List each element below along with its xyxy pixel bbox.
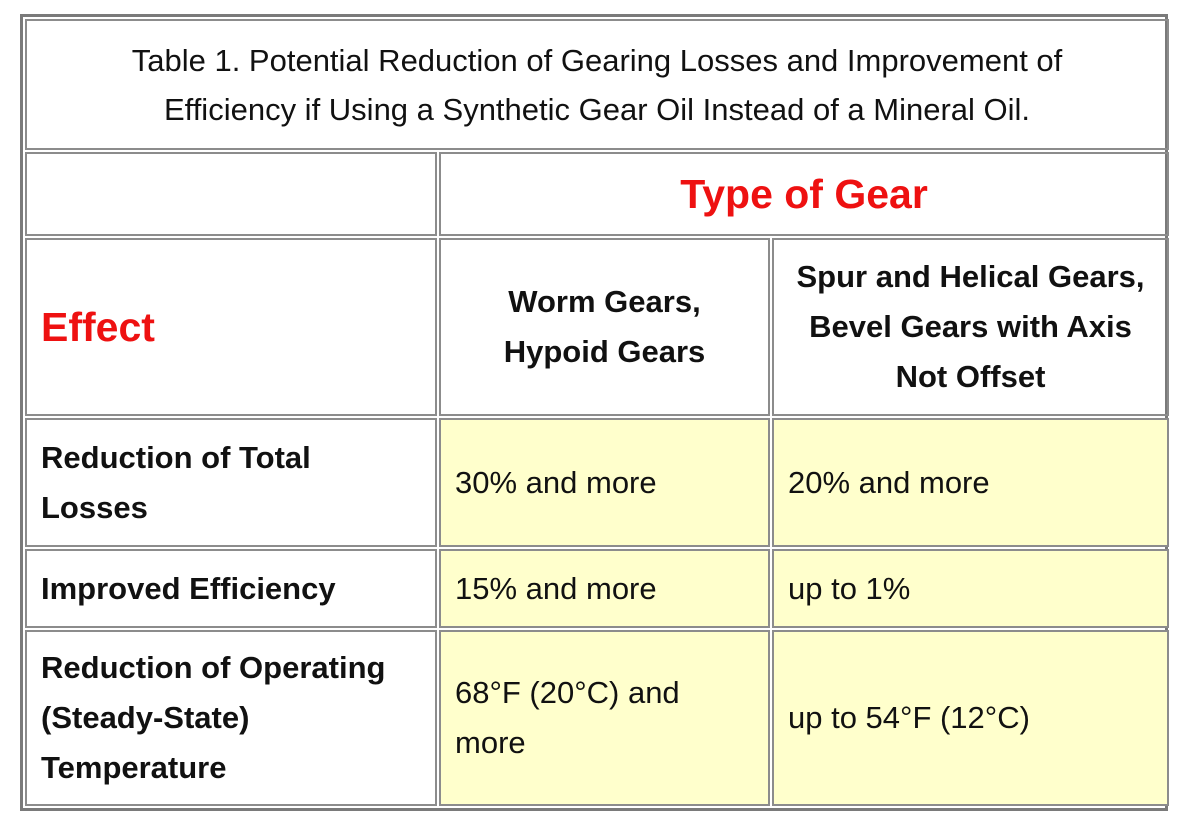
cell-worm-total-losses: 30% and more: [439, 418, 770, 547]
table-frame: Table 1. Potential Reduction of Gearing …: [20, 14, 1171, 811]
cell-spur-efficiency: up to 1%: [772, 549, 1170, 628]
table-row: Improved Efficiency 15% and more up to 1…: [25, 549, 1170, 628]
column-header-row: Effect Worm Gears, Hypoid Gears Spur and…: [25, 238, 1170, 416]
caption-row: Table 1. Potential Reduction of Gearing …: [25, 19, 1170, 150]
group-header-row: Type of Gear: [25, 152, 1170, 236]
effect-header: Effect: [25, 238, 437, 416]
cell-worm-temperature: 68°F (20°C) and more: [439, 630, 770, 806]
cell-worm-efficiency: 15% and more: [439, 549, 770, 628]
table-row: Reduction of Total Losses 30% and more 2…: [25, 418, 1170, 547]
table-row: Reduction of Operating (Steady-State) Te…: [25, 630, 1170, 806]
row-label-total-losses: Reduction of Total Losses: [25, 418, 437, 547]
column-header-spur-helical-bevel: Spur and Helical Gears, Bevel Gears with…: [772, 238, 1170, 416]
type-of-gear-header: Type of Gear: [439, 152, 1170, 236]
row-label-operating-temperature: Reduction of Operating (Steady-State) Te…: [25, 630, 437, 806]
cell-spur-total-losses: 20% and more: [772, 418, 1170, 547]
table-caption: Table 1. Potential Reduction of Gearing …: [25, 19, 1170, 150]
empty-corner-cell: [25, 152, 437, 236]
column-header-worm-hypoid: Worm Gears, Hypoid Gears: [439, 238, 770, 416]
gear-oil-table: Table 1. Potential Reduction of Gearing …: [23, 17, 1171, 808]
cell-spur-temperature: up to 54°F (12°C): [772, 630, 1170, 806]
row-label-improved-efficiency: Improved Efficiency: [25, 549, 437, 628]
